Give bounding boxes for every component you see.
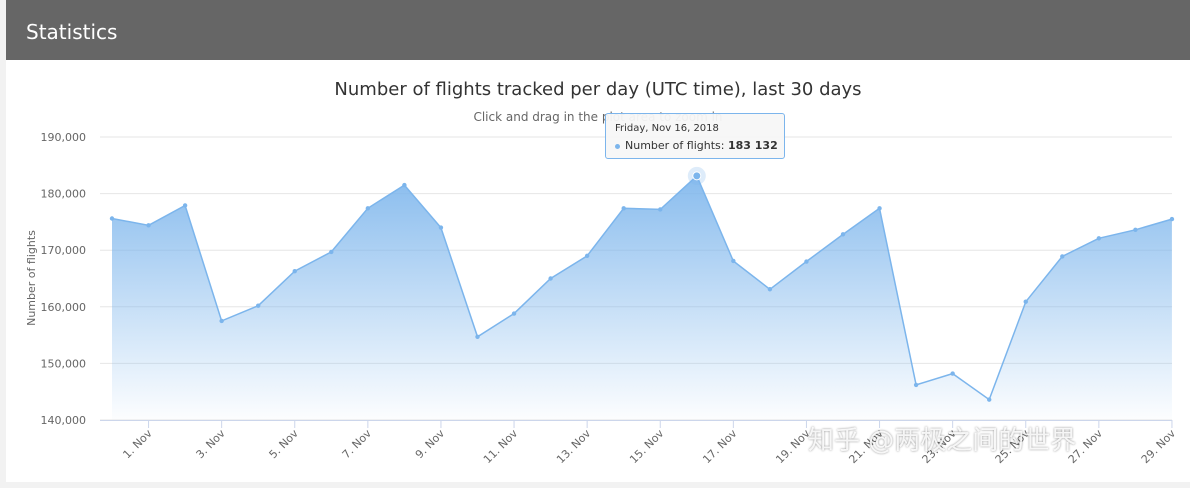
- x-tick-label: 13. Nov: [554, 427, 594, 467]
- data-point[interactable]: [475, 334, 480, 339]
- data-point[interactable]: [511, 311, 517, 316]
- data-point[interactable]: [1023, 299, 1028, 304]
- tooltip-value: 183 132: [727, 139, 778, 152]
- x-tick-label: 7. Nov: [340, 427, 375, 462]
- data-point[interactable]: [329, 249, 334, 255]
- x-tick-label: 29. Nov: [1139, 427, 1179, 467]
- data-point[interactable]: [402, 182, 407, 188]
- x-tick-label: 1. Nov: [120, 427, 155, 462]
- data-point[interactable]: [182, 203, 188, 208]
- y-tick-label: 160,000: [41, 301, 87, 314]
- data-point[interactable]: [219, 318, 224, 324]
- y-axis-title: Number of flights: [25, 230, 38, 326]
- tooltip-label: Number of flights:: [625, 139, 725, 152]
- x-tick-label: 9. Nov: [413, 427, 448, 462]
- x-tick-label: 11. Nov: [481, 427, 521, 467]
- data-point[interactable]: [1133, 227, 1138, 233]
- tooltip-line: Number of flights: 183 132: [615, 139, 778, 152]
- series-points: [109, 166, 1175, 402]
- y-tick-label: 170,000: [41, 244, 87, 257]
- data-point[interactable]: [987, 397, 992, 402]
- data-point[interactable]: [1060, 254, 1065, 259]
- x-tick-label: 3. Nov: [193, 427, 228, 462]
- data-point[interactable]: [146, 223, 151, 228]
- data-point[interactable]: [292, 268, 297, 274]
- data-point[interactable]: [913, 382, 919, 388]
- y-tick-label: 190,000: [41, 131, 87, 144]
- data-point[interactable]: [731, 258, 736, 264]
- data-point[interactable]: [1096, 236, 1102, 241]
- data-point[interactable]: [365, 206, 371, 211]
- series-area: [111, 174, 1173, 420]
- data-point[interactable]: [621, 206, 626, 211]
- data-point[interactable]: [438, 225, 444, 230]
- x-tick-label: 15. Nov: [627, 427, 667, 467]
- data-point[interactable]: [109, 216, 115, 221]
- data-point[interactable]: [767, 287, 773, 292]
- data-point[interactable]: [692, 171, 702, 181]
- y-tick-label: 150,000: [41, 357, 87, 370]
- series-line: [111, 174, 1173, 401]
- data-point[interactable]: [840, 232, 846, 237]
- data-point[interactable]: [877, 206, 882, 211]
- chart-title: Number of flights tracked per day (UTC t…: [334, 79, 862, 100]
- series-area-fill: [112, 175, 1172, 420]
- x-tick-label: 17. Nov: [700, 427, 740, 467]
- x-tick-label: 5. Nov: [267, 427, 302, 462]
- data-point[interactable]: [256, 303, 261, 308]
- data-point[interactable]: [584, 253, 590, 259]
- watermark-text: 知乎 @两极之间的世界: [808, 426, 1077, 456]
- data-point[interactable]: [658, 207, 663, 212]
- data-point[interactable]: [950, 371, 955, 376]
- data-point[interactable]: [1169, 216, 1175, 222]
- tooltip-series-marker: [615, 143, 620, 149]
- data-point[interactable]: [804, 259, 809, 264]
- x-tick-label: 19. Nov: [773, 427, 813, 467]
- header-title: Statistics: [26, 20, 118, 44]
- y-tick-label: 140,000: [41, 414, 87, 427]
- data-point[interactable]: [548, 276, 553, 281]
- y-tick-label: 180,000: [41, 188, 87, 201]
- chart-tooltip: Friday, Nov 16, 2018 Number of flights: …: [605, 113, 785, 159]
- statistics-header: Statistics: [6, 0, 1190, 60]
- tooltip-date: Friday, Nov 16, 2018: [615, 123, 719, 134]
